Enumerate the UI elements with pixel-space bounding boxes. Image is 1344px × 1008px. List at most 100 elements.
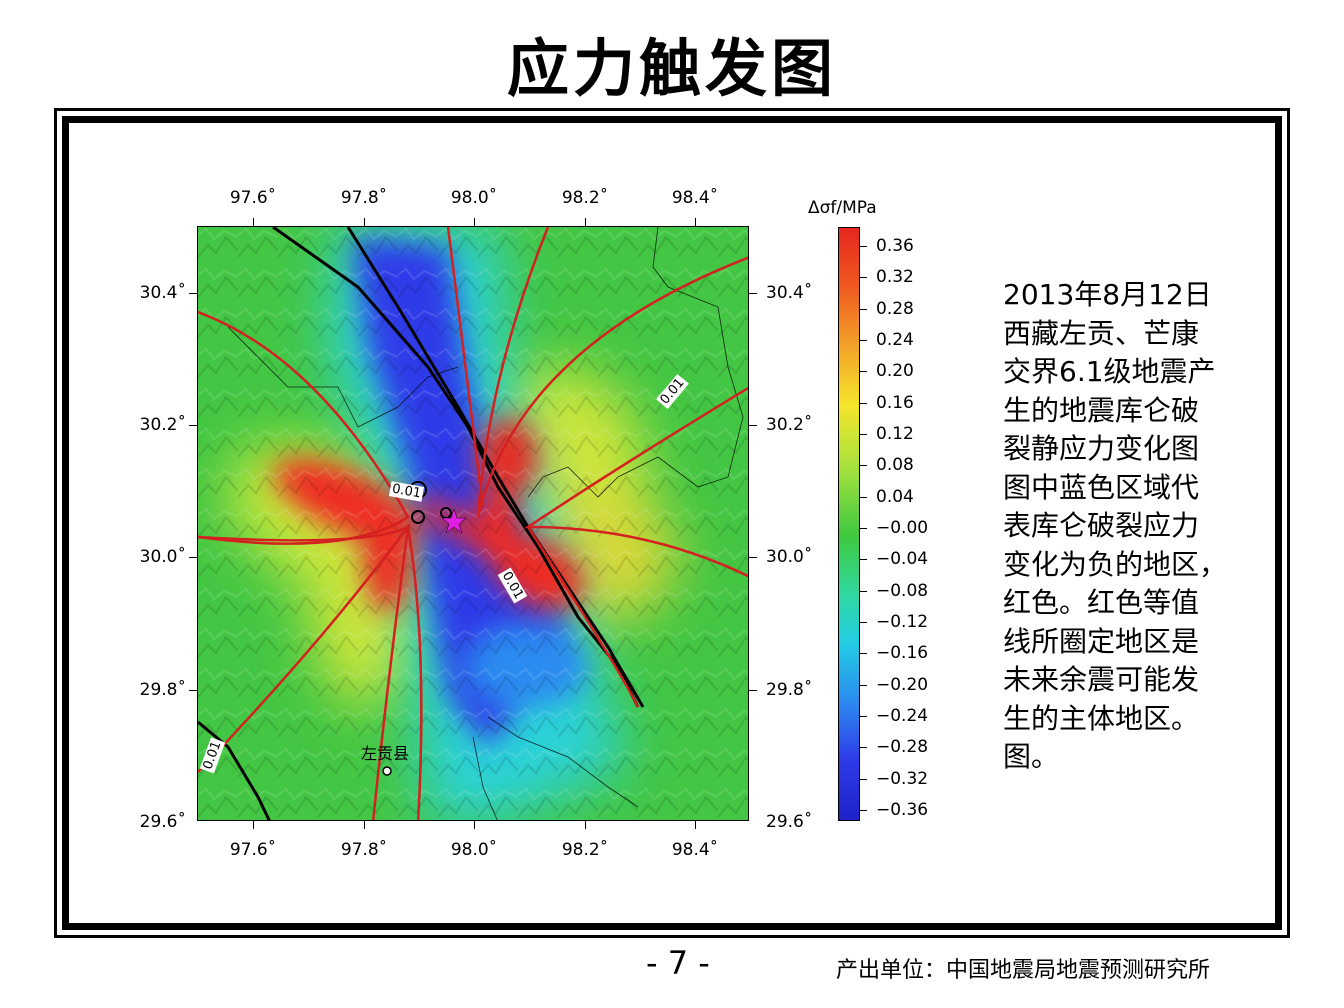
bottom-tick: 98.4˚ (671, 840, 719, 860)
bottom-tick: 98.2˚ (561, 840, 609, 860)
right-tick: 29.8˚ (766, 680, 813, 700)
description-line: 2013年8月12日 (1003, 278, 1212, 311)
stress-map-graphic (198, 227, 748, 820)
colorbar-tick-mark (860, 246, 867, 247)
colorbar-tick-label: −0.32 (876, 768, 929, 789)
tick-mark (474, 821, 475, 829)
colorbar-tick-label: 0.32 (876, 267, 914, 288)
colorbar-tick-label: −0.04 (876, 549, 929, 570)
colorbar-tick-mark (860, 684, 867, 686)
description-line: 线所圈定地区是 (1003, 624, 1200, 658)
tick-mark (474, 218, 475, 226)
colorbar-tick-mark (860, 528, 867, 529)
left-tick: 29.6˚ (139, 812, 186, 832)
colorbar-tick-label: −0.08 (876, 580, 929, 601)
tick-mark (364, 218, 365, 226)
top-tick: 98.2˚ (561, 188, 609, 208)
colorbar-tick-mark (860, 622, 867, 623)
colorbar-title: Δσf/MPa (808, 198, 877, 218)
colorbar-tick-mark (860, 465, 867, 467)
left-tick: 30.0˚ (139, 547, 186, 567)
colorbar-tick-label: 0.28 (876, 298, 914, 319)
right-tick: 29.6˚ (766, 812, 813, 832)
county-seat-marker (382, 766, 392, 776)
tick-mark (749, 557, 757, 558)
colorbar-tick-mark (860, 590, 867, 592)
producer-credit: 产出单位：中国地震局地震预测研究所 (836, 958, 1211, 983)
tick-mark (749, 425, 757, 426)
colorbar-tick-mark (860, 277, 867, 279)
top-tick: 98.0˚ (450, 188, 498, 208)
colorbar-tick-label: −0.28 (876, 737, 929, 758)
colorbar-tick-label: 0.36 (876, 236, 914, 256)
colorbar (838, 227, 860, 821)
colorbar-tick-label: 0.12 (876, 424, 914, 444)
colorbar-tick-label: −0.16 (876, 643, 929, 664)
description-line: 西藏左贡、芒康 (1003, 316, 1200, 350)
colorbar-tick-mark (860, 496, 867, 498)
colorbar-tick-mark (860, 402, 867, 404)
colorbar-tick-mark (860, 810, 867, 811)
right-tick: 30.2˚ (766, 415, 813, 435)
description-line: 图。 (1003, 740, 1060, 773)
colorbar-tick-label: −0.24 (876, 706, 929, 726)
tick-mark (749, 293, 757, 294)
description: 2013年8月12日 西藏左贡、芒康 交界6.1级地震产 生的地震库仑破 裂静应… (1003, 276, 1248, 777)
bottom-tick: 97.6˚ (229, 840, 277, 860)
colorbar-tick-mark (860, 340, 867, 341)
colorbar-tick-label: 0.16 (876, 392, 914, 413)
description-line: 交界6.1级地震产 (1003, 355, 1216, 388)
colorbar-tick-label: 0.04 (876, 486, 914, 507)
mainshock-star (441, 508, 467, 534)
colorbar-tick-label: 0.08 (876, 455, 914, 476)
right-tick: 30.4˚ (766, 283, 813, 303)
top-tick: 97.8˚ (340, 188, 388, 208)
tick-mark (189, 425, 197, 426)
colorbar-tick-mark (860, 716, 867, 717)
left-tick: 29.8˚ (139, 680, 186, 700)
description-line: 裂静应力变化图 (1003, 432, 1200, 465)
top-tick: 98.4˚ (671, 188, 719, 208)
description-line: 红色。红色等值 (1003, 586, 1200, 619)
bottom-tick: 97.8˚ (340, 840, 388, 860)
tick-mark (364, 821, 365, 829)
colorbar-tick-label: −0.12 (876, 612, 929, 632)
tick-mark (695, 218, 696, 226)
colorbar-tick-label: −0.00 (876, 518, 929, 538)
tick-mark (749, 690, 757, 691)
inner-frame (62, 116, 1282, 930)
colorbar-tick-label: 0.24 (876, 330, 914, 350)
colorbar-tick-mark (860, 778, 867, 780)
tick-mark (189, 557, 197, 558)
tick-mark (189, 690, 197, 691)
left-tick: 30.2˚ (139, 415, 186, 435)
description-line: 生的地震库仑破 (1003, 393, 1200, 427)
description-line: 未来余震可能发 (1003, 663, 1200, 696)
colorbar-tick-mark (860, 747, 867, 749)
tick-mark (695, 821, 696, 829)
tick-mark (585, 218, 586, 226)
left-tick: 30.4˚ (139, 283, 186, 303)
colorbar-tick-mark (860, 308, 867, 310)
page-title: 应力触发图 (506, 32, 837, 105)
colorbar-tick-mark (860, 434, 867, 435)
page-number: - 7 - (646, 944, 710, 982)
colorbar-tick-mark (860, 653, 867, 655)
outer-frame (54, 108, 1290, 938)
colorbar-tick-label: −0.36 (876, 800, 929, 820)
description-line: 生的主体地区。 (1003, 701, 1200, 735)
colorbar-tick-mark (860, 371, 867, 373)
description-line: 变化为负的地区， (1003, 547, 1228, 581)
top-tick: 97.6˚ (229, 188, 277, 208)
colorbar-tick-mark (860, 559, 867, 561)
right-tick: 30.0˚ (766, 547, 813, 567)
stress-map: 主震 余震 断层 县界 (197, 226, 749, 821)
tick-mark (189, 293, 197, 294)
tick-mark (585, 821, 586, 829)
colorbar-tick-label: −0.20 (876, 674, 929, 695)
description-line: 图中蓝色区域代 (1003, 470, 1200, 504)
colorbar-tick-label: 0.20 (876, 361, 914, 382)
description-line: 表库仑破裂应力 (1003, 509, 1200, 542)
tick-mark (253, 821, 254, 829)
bottom-tick: 98.0˚ (450, 840, 498, 860)
